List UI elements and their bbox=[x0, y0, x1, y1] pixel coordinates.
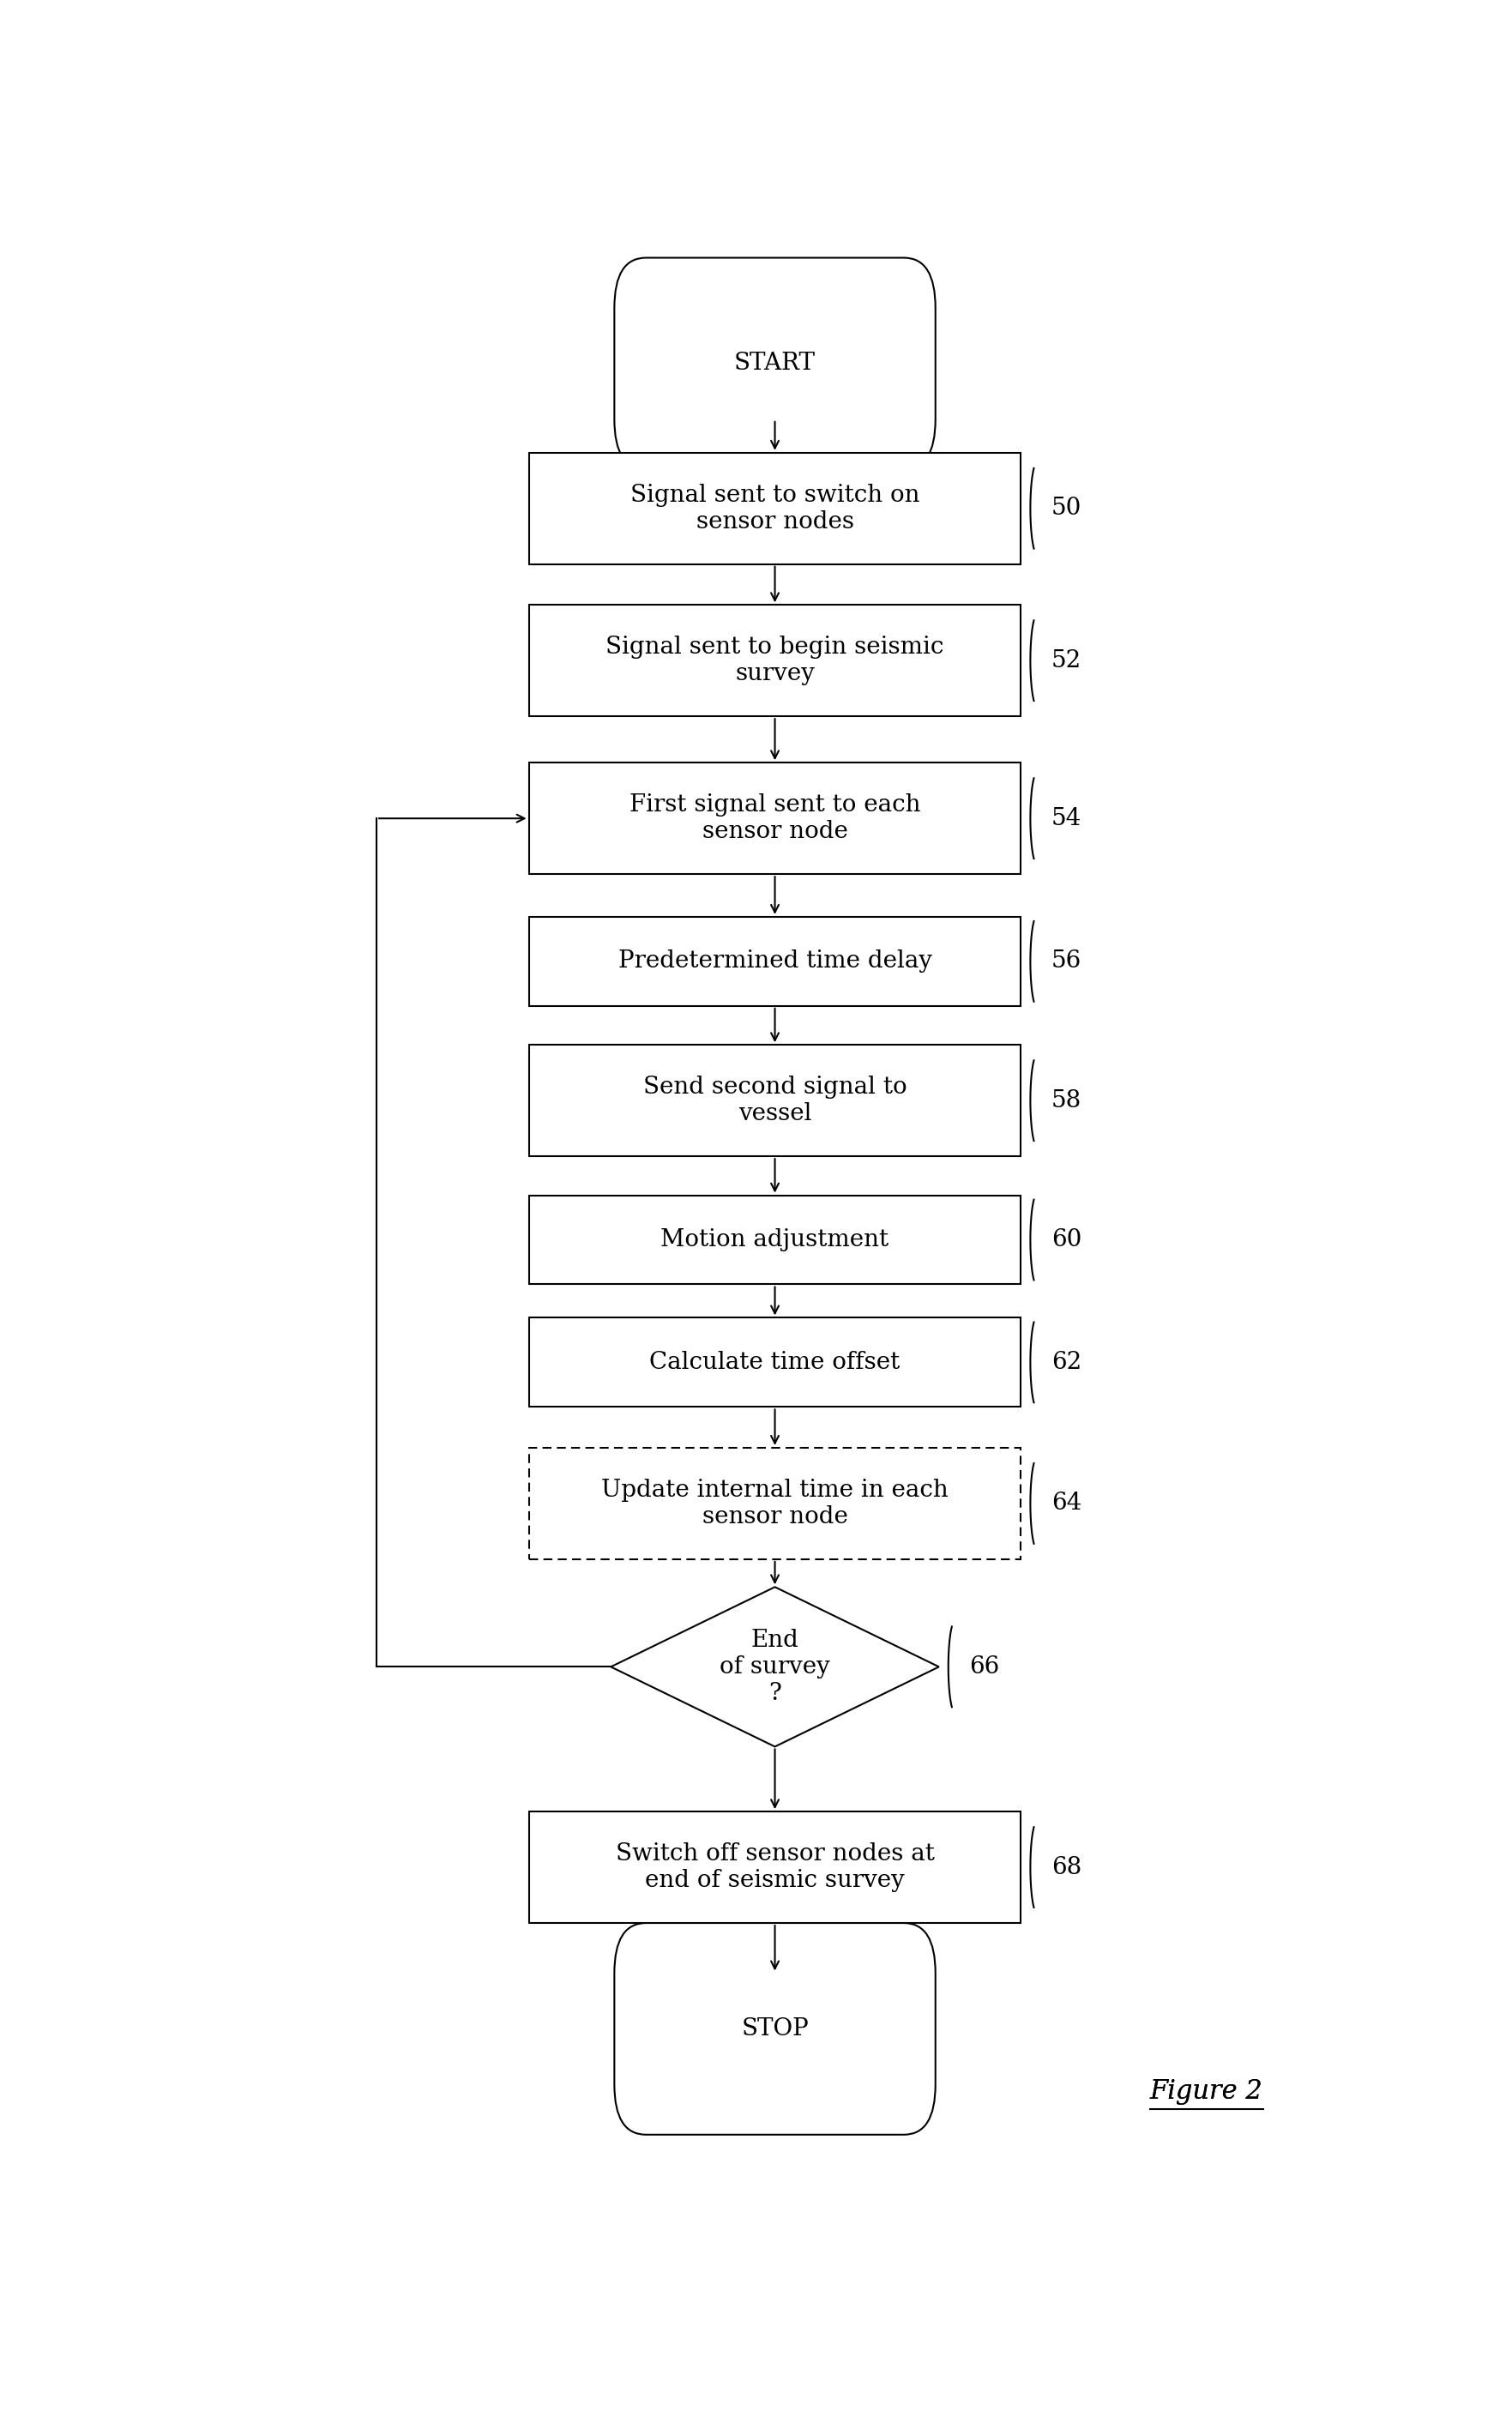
Text: 54: 54 bbox=[1051, 808, 1081, 829]
Bar bbox=[529, 916, 1021, 1005]
FancyBboxPatch shape bbox=[614, 258, 936, 470]
Text: Figure 2: Figure 2 bbox=[1151, 2078, 1263, 2105]
Text: Send second signal to
vessel: Send second signal to vessel bbox=[643, 1075, 907, 1126]
Text: Motion adjustment: Motion adjustment bbox=[661, 1227, 889, 1251]
Text: 66: 66 bbox=[969, 1656, 999, 1678]
Bar bbox=[529, 1196, 1021, 1285]
Text: 62: 62 bbox=[1051, 1350, 1081, 1374]
Text: STOP: STOP bbox=[741, 2018, 809, 2040]
Bar bbox=[529, 1811, 1021, 1924]
Text: 60: 60 bbox=[1051, 1227, 1081, 1251]
Text: 50: 50 bbox=[1051, 497, 1081, 521]
Text: End
of survey
?: End of survey ? bbox=[720, 1627, 830, 1705]
Text: 52: 52 bbox=[1051, 649, 1081, 673]
Text: 58: 58 bbox=[1051, 1090, 1081, 1111]
Text: 64: 64 bbox=[1051, 1492, 1081, 1514]
Text: Signal sent to begin seismic
survey: Signal sent to begin seismic survey bbox=[606, 637, 943, 685]
Text: Predetermined time delay: Predetermined time delay bbox=[618, 950, 931, 974]
Bar bbox=[529, 762, 1021, 875]
Text: 56: 56 bbox=[1051, 950, 1081, 974]
Text: Switch off sensor nodes at
end of seismic survey: Switch off sensor nodes at end of seismi… bbox=[615, 1842, 934, 1893]
Polygon shape bbox=[611, 1586, 939, 1746]
FancyBboxPatch shape bbox=[614, 1924, 936, 2134]
Text: Signal sent to switch on
sensor nodes: Signal sent to switch on sensor nodes bbox=[631, 485, 919, 533]
Text: Update internal time in each
sensor node: Update internal time in each sensor node bbox=[602, 1478, 948, 1529]
Bar bbox=[529, 1319, 1021, 1408]
Bar bbox=[529, 1447, 1021, 1560]
Bar bbox=[529, 453, 1021, 564]
Text: START: START bbox=[735, 352, 815, 376]
Bar bbox=[529, 1044, 1021, 1157]
Text: First signal sent to each
sensor node: First signal sent to each sensor node bbox=[629, 793, 921, 844]
Text: Figure 2: Figure 2 bbox=[1151, 2078, 1263, 2105]
Text: Calculate time offset: Calculate time offset bbox=[650, 1350, 900, 1374]
Text: 68: 68 bbox=[1051, 1856, 1081, 1878]
Bar bbox=[529, 605, 1021, 716]
